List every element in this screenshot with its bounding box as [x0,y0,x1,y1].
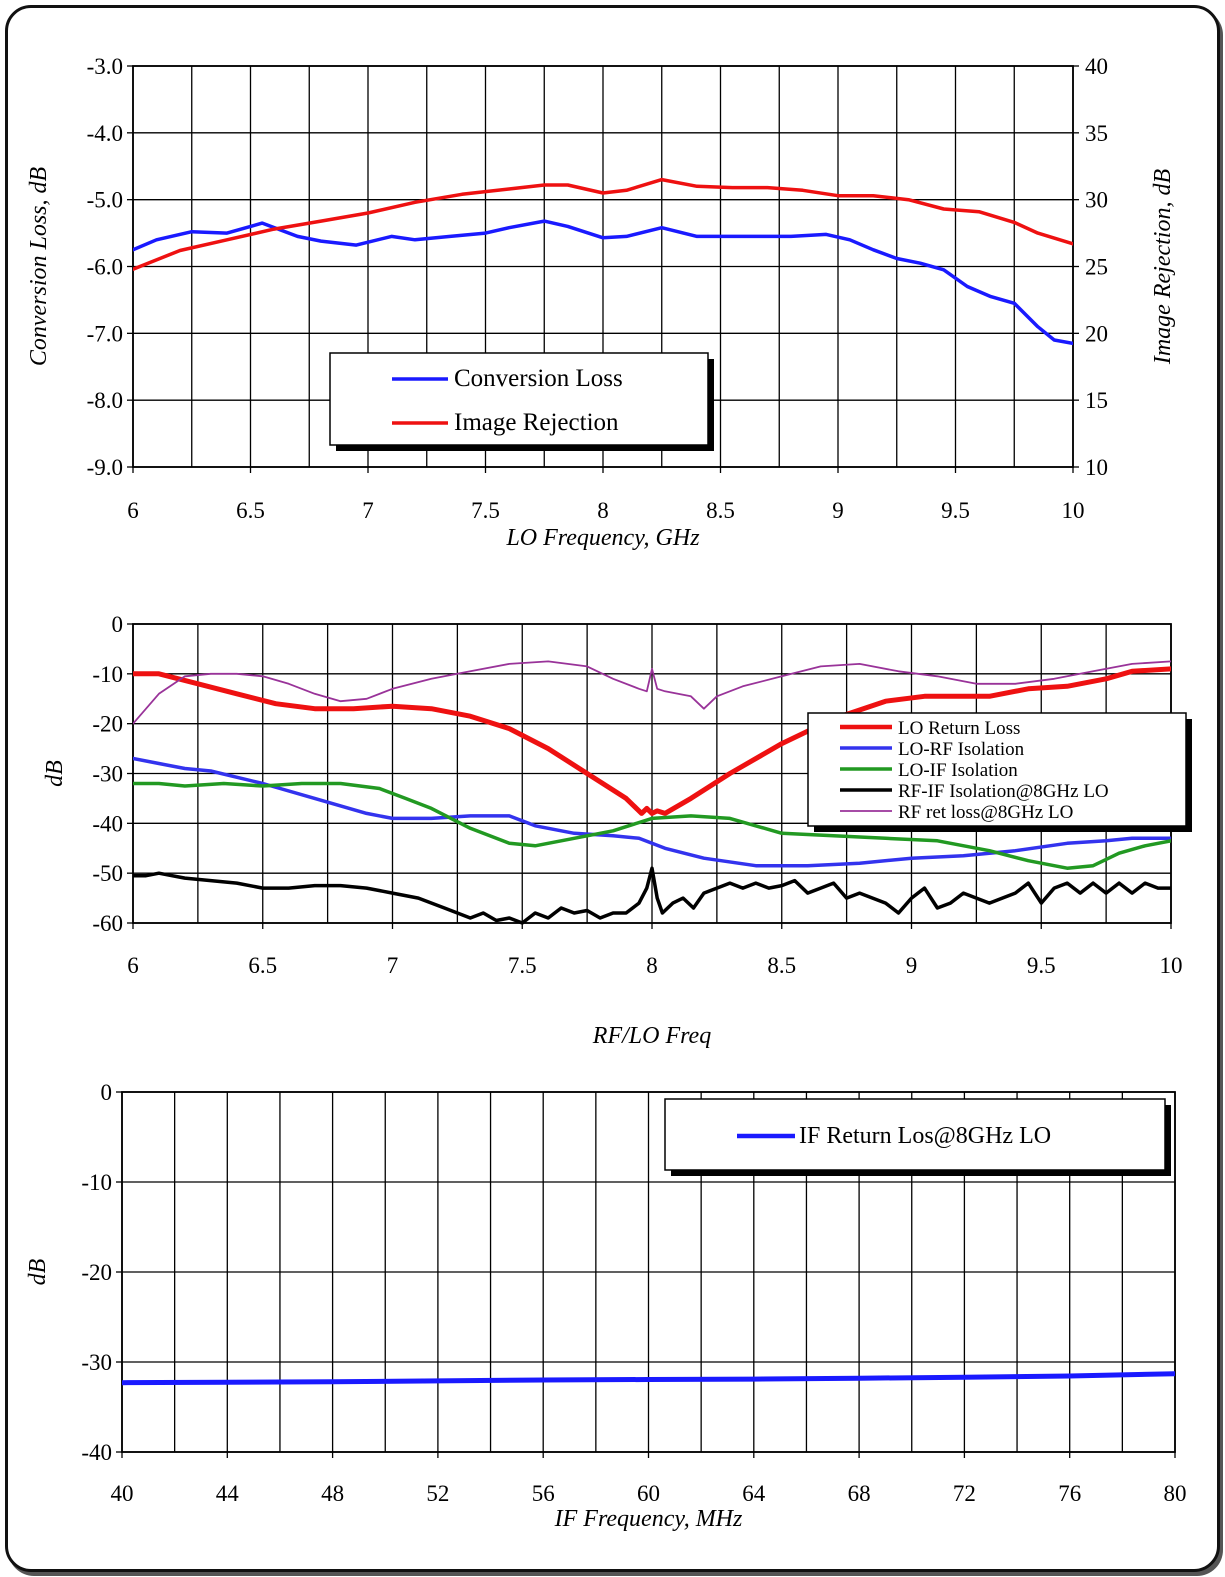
y-axis-label: dB [25,1258,51,1285]
x-tick-label: 10 [1160,953,1183,978]
legend-label: Conversion Loss [454,365,623,392]
y2-tick-label: 15 [1085,388,1108,413]
y-tick-label: -5.0 [87,188,123,213]
legend-label: Image Rejection [454,409,619,436]
x-tick-label: 9 [832,498,844,523]
series-line-conversion-loss [133,219,1073,346]
series-line-rf-if-isolation-8ghz-lo [133,866,1171,925]
y-tick-label: -30 [92,762,123,787]
chart-2: 6 6.5 7 7.5 8 8.5 9 9.5 10 -60 -50 -40 -30 -20 -10 0 RF/… [42,612,1192,1049]
y2-tick-label: 40 [1085,54,1108,79]
x-tick-label: 6.5 [248,953,277,978]
x-tick-label: 6.5 [236,498,265,523]
x-tick-label: 7 [387,953,399,978]
x-tick-label: 8 [597,498,609,523]
x-tick-label: 52 [426,1481,449,1506]
legend-label: RF ret loss@8GHz LO [898,802,1073,823]
y-tick-label: 0 [101,1080,113,1105]
y-tick-label: -40 [81,1440,112,1465]
x-tick-label: 10 [1062,498,1085,523]
y-tick-label: -30 [81,1350,112,1375]
legend-label: LO Return Loss [898,718,1020,739]
legend-box [329,352,709,446]
legend: Conversion Loss Image Rejection [329,352,714,451]
x-axis-label: LO Frequency, GHz [505,525,700,551]
y-tick-label: -9.0 [87,455,123,480]
y-tick-label: -10 [92,662,123,687]
y-tick-label: -4.0 [87,121,123,146]
x-tick-label: 8.5 [767,953,796,978]
y-tick-label: -3.0 [87,54,123,79]
x-tick-label: 48 [321,1481,344,1506]
x-axis-label: RF/LO Freq [592,1023,711,1049]
y-tick-label: -7.0 [87,321,123,346]
x-tick-label: 9 [906,953,918,978]
series-line-if-return-los-8ghz-lo [122,1371,1175,1386]
x-tick-label: 7 [362,498,374,523]
x-tick-label: 76 [1058,1481,1081,1506]
x-tick-label: 68 [848,1481,871,1506]
y2-axis-label: Image Rejection, dB [1150,169,1176,366]
y-tick-label: -40 [92,811,123,836]
y-tick-label: -50 [92,861,123,886]
x-tick-label: 6 [127,498,139,523]
y-tick-label: -60 [92,911,123,936]
x-tick-label: 64 [742,1481,766,1506]
x-tick-label: 40 [111,1481,134,1506]
y2-tick-label: 20 [1085,321,1108,346]
x-tick-label: 60 [637,1481,660,1506]
x-tick-label: 8 [646,953,658,978]
y-tick-label: 0 [112,612,124,637]
series-line-lo-return-loss [133,666,1171,816]
y2-tick-label: 10 [1085,455,1108,480]
legend-label: IF Return Los@8GHz LO [799,1123,1051,1149]
chart-1: 6 6.5 7 7.5 8 8.5 9 9.5 10 -9.0 -8.0 -7.0 -6.0 -5.0 -4… [26,54,1176,551]
x-tick-label: 8.5 [706,498,735,523]
legend-label: RF-IF Isolation@8GHz LO [898,781,1109,802]
x-tick-label: 6 [127,953,139,978]
legend-label: LO-IF Isolation [898,760,1018,781]
x-tick-label: 80 [1164,1481,1187,1506]
x-tick-label: 56 [532,1481,555,1506]
y-tick-label: -6.0 [87,255,123,280]
series-line-rf-ret-loss-8ghz-lo [133,660,1171,725]
x-tick-label: 7.5 [471,498,500,523]
y-tick-label: -8.0 [87,388,123,413]
legend: IF Return Los@8GHz LO [664,1098,1171,1176]
x-axis-label: IF Frequency, MHz [554,1506,743,1532]
y2-tick-label: 30 [1085,188,1108,213]
x-tick-label: 72 [953,1481,976,1506]
series-line-image-rejection [133,177,1073,271]
chart-3: 40 44 48 52 56 60 64 68 72 76 80 -40 -30 -20 -10 0 IF Fr… [25,1080,1187,1532]
y2-tick-label: 35 [1085,121,1108,146]
x-tick-label: 44 [216,1481,240,1506]
x-tick-label: 7.5 [508,953,537,978]
series-line-lo-if-isolation [133,781,1171,870]
legend-label: LO-RF Isolation [898,739,1025,760]
y-tick-label: -20 [81,1260,112,1285]
y-axis-label: Conversion Loss, dB [26,166,52,366]
x-tick-label: 9.5 [941,498,970,523]
y-axis-label: dB [42,760,68,787]
y-tick-label: -10 [81,1170,112,1195]
y2-tick-label: 25 [1085,255,1108,280]
x-tick-label: 9.5 [1027,953,1056,978]
y-tick-label: -20 [92,712,123,737]
